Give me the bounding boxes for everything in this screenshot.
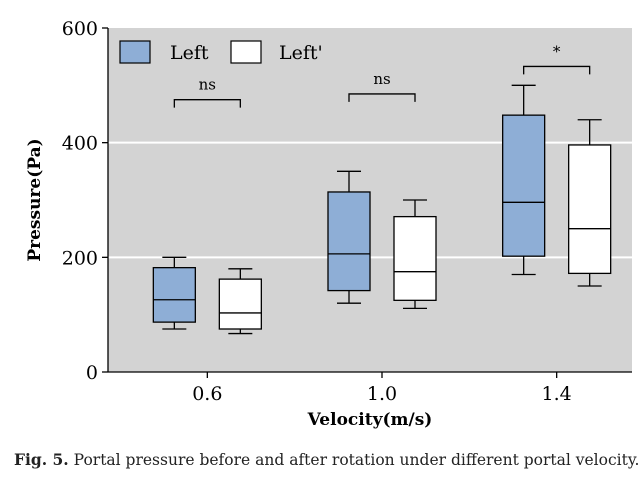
box-left-prime-0.6 [218, 268, 262, 335]
x-tick-label: 1.4 [542, 383, 572, 405]
box-left-0.6 [152, 256, 196, 330]
y-axis-label: Pressure(Pa) [25, 138, 45, 261]
y-tick-label: 0 [86, 362, 98, 384]
box-left-1.0 [327, 170, 371, 304]
significance-label: * [553, 42, 561, 60]
legend-swatch-left [119, 40, 151, 64]
caption-text: Portal pressure before and after rotatio… [73, 451, 640, 469]
significance-annotations: ns ns * [173, 42, 591, 108]
boxplot-chart: ns ns * 0 200 400 600 0.6 1.0 1.4 Left Left' Pre… [25, 18, 632, 430]
y-tick-label: 400 [62, 133, 98, 155]
significance-label: ns [199, 76, 216, 94]
box-iqr [327, 191, 371, 292]
box-iqr [393, 215, 437, 301]
significance-bracket [348, 93, 416, 102]
legend-label-left-prime: Left' [279, 42, 323, 64]
axes: 0 200 400 600 0.6 1.0 1.4 [62, 18, 632, 405]
box-iqr [502, 114, 546, 257]
y-tick-label: 200 [62, 247, 98, 269]
y-tick-label: 600 [62, 18, 98, 40]
box-left-prime-1.0 [393, 199, 437, 310]
figure-caption: Fig. 5. Portal pressure before and after… [14, 450, 639, 469]
box-iqr [568, 144, 612, 275]
legend-label-left: Left [170, 42, 209, 64]
significance-bracket [523, 65, 591, 75]
caption-label: Fig. 5. [14, 450, 69, 469]
box-iqr [218, 278, 262, 330]
box-iqr [152, 267, 196, 323]
significance-label: ns [373, 70, 390, 88]
box-left-1.4 [502, 84, 546, 276]
x-tick-label: 0.6 [192, 383, 222, 405]
box-series [152, 84, 612, 335]
legend: Left Left' [119, 40, 323, 64]
x-tick-label: 1.0 [367, 383, 397, 405]
significance-bracket [173, 99, 241, 108]
box-left-prime-1.4 [568, 119, 612, 287]
x-axis-label: Velocity(m/s) [307, 410, 433, 430]
legend-swatch-left-prime [230, 40, 262, 64]
